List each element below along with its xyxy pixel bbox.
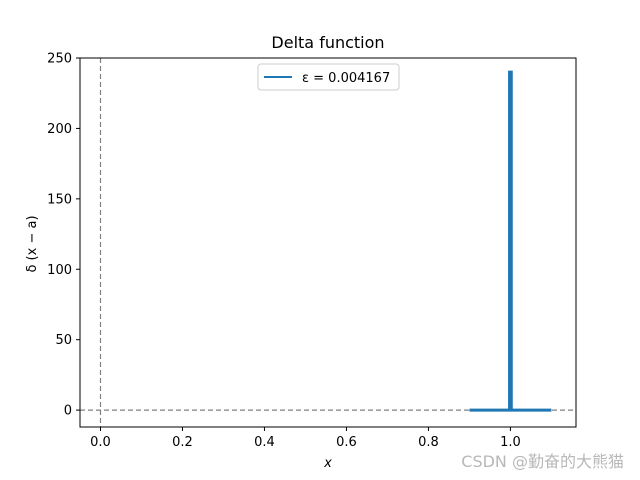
y-axis-label: δ (x − a) [25,215,40,272]
legend-box [257,63,400,91]
series-line [469,70,552,412]
plot-area [80,58,576,427]
x-axis-label: x [323,456,332,471]
y-tick-label: 50 [55,333,72,348]
axes-frame [79,57,577,428]
x-tick-label: 0.8 [418,435,439,450]
x-tick-label: 0.6 [336,435,357,450]
x-tick-label: 0.2 [172,435,193,450]
chart-title: Delta function [271,33,384,52]
watermark: CSDN @勤奋的大熊猫 [461,452,624,471]
x-tick-label: 0.0 [90,435,111,450]
y-tick-label: 200 [47,122,72,137]
y-tick-label: 150 [47,192,72,207]
x-tick-label: 0.4 [254,435,275,450]
y-tick-label: 100 [47,263,72,278]
y-tick-label: 0 [64,404,72,419]
legend: ε = 0.004167 [257,63,400,91]
x-tick-label: 1.0 [500,435,521,450]
legend-label: ε = 0.004167 [302,71,390,86]
axes: 0.0 0.2 0.4 0.6 0.8 1.0 0 50 100 150 200 250 [47,52,577,450]
y-tick-label: 250 [47,52,72,67]
